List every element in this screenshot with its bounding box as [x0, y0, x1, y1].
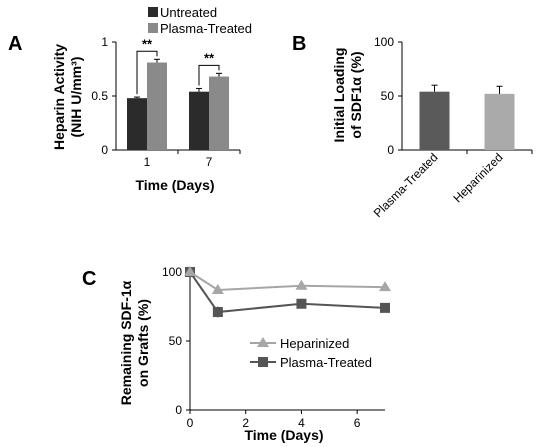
panel-b-xtick-label: Heparinized: [450, 150, 505, 205]
legend-swatch-untreated: [148, 7, 158, 17]
panel-c-xlabel: Time (Days): [244, 427, 323, 443]
data-point: [295, 279, 308, 290]
panel-a-chart: Untreated Plasma-Treated Time (Days) Hep…: [51, 5, 252, 193]
bar: [189, 91, 209, 150]
bar: [127, 98, 147, 150]
panel-a-xtick-label: 7: [206, 155, 213, 169]
panel-a-ytick-label: 0: [101, 143, 108, 157]
panel-a-ylabel-line1: Heparin Activity: [51, 44, 67, 150]
panel-letter-a: A: [8, 33, 22, 55]
panel-a-ytick-label: 1: [101, 35, 108, 49]
panel-c-xtick-label: 4: [298, 416, 305, 430]
panel-b-ylabel-line2: of SDF1α (%): [348, 51, 364, 138]
panel-c-chart: Time (Days) Remaining SDF-1α on Grafts (…: [118, 265, 391, 443]
panel-letter-b: B: [292, 33, 306, 55]
bar: [419, 91, 450, 150]
panel-c-ytick-label: 100: [162, 265, 182, 279]
panel-c-ytick-label: 0: [175, 403, 182, 417]
significance-marker: **: [142, 36, 153, 51]
legend-label-untreated: Untreated: [160, 5, 217, 20]
legend-label-plasma-treated: Plasma-Treated: [160, 21, 252, 36]
bar: [209, 76, 229, 150]
bar: [484, 93, 515, 150]
panel-c-ylabel-line2: on Grafts (%): [135, 299, 151, 387]
panel-c-xtick-label: 0: [187, 416, 194, 430]
bar: [147, 62, 167, 150]
data-point: [211, 283, 224, 294]
panel-b-ytick-label: 50: [381, 89, 395, 103]
data-point: [212, 307, 223, 318]
data-point: [379, 281, 391, 292]
series-line-heparinized: [189, 271, 386, 291]
data-point: [184, 266, 196, 276]
panel-c-ylabel-line1: Remaining SDF-1α: [118, 280, 134, 405]
panel-c-xtick-label: 6: [354, 416, 361, 430]
panel-b-chart: Initial Loading of SDF1α (%) 0 50 100 Plasm…: [331, 35, 533, 220]
legend-label-plasma-treated-c: Plasma-Treated: [280, 355, 372, 370]
significance-bracket: [198, 64, 220, 86]
panel-a-ytick-label: 0.5: [91, 89, 108, 103]
legend-label-heparinized: Heparinized: [280, 336, 349, 351]
panel-b-ytick-label: 0: [387, 143, 394, 157]
series-line-plasma-treated: [189, 271, 386, 314]
significance-bracket: [136, 50, 158, 95]
legend-swatch-plasma-treated: [148, 23, 158, 33]
panel-b-ylabel-line1: Initial Loading: [331, 48, 347, 143]
panel-b-xtick-label: Plasma-Treated: [371, 150, 441, 220]
panel-a-xtick-label: 1: [144, 155, 151, 169]
panel-c-ytick-label: 50: [169, 334, 183, 348]
panel-c-xtick-label: 2: [242, 416, 249, 430]
panel-a-xlabel: Time (Days): [135, 177, 214, 193]
significance-marker: **: [204, 50, 215, 65]
panel-a-ylabel-line2: (NIH U/mm³): [68, 57, 84, 138]
data-point: [380, 302, 390, 313]
legend-marker: [258, 357, 268, 367]
data-point: [296, 298, 307, 309]
panel-b-ytick-label: 100: [374, 35, 394, 49]
legend-marker: [257, 337, 269, 347]
panel-letter-c: C: [82, 268, 96, 290]
